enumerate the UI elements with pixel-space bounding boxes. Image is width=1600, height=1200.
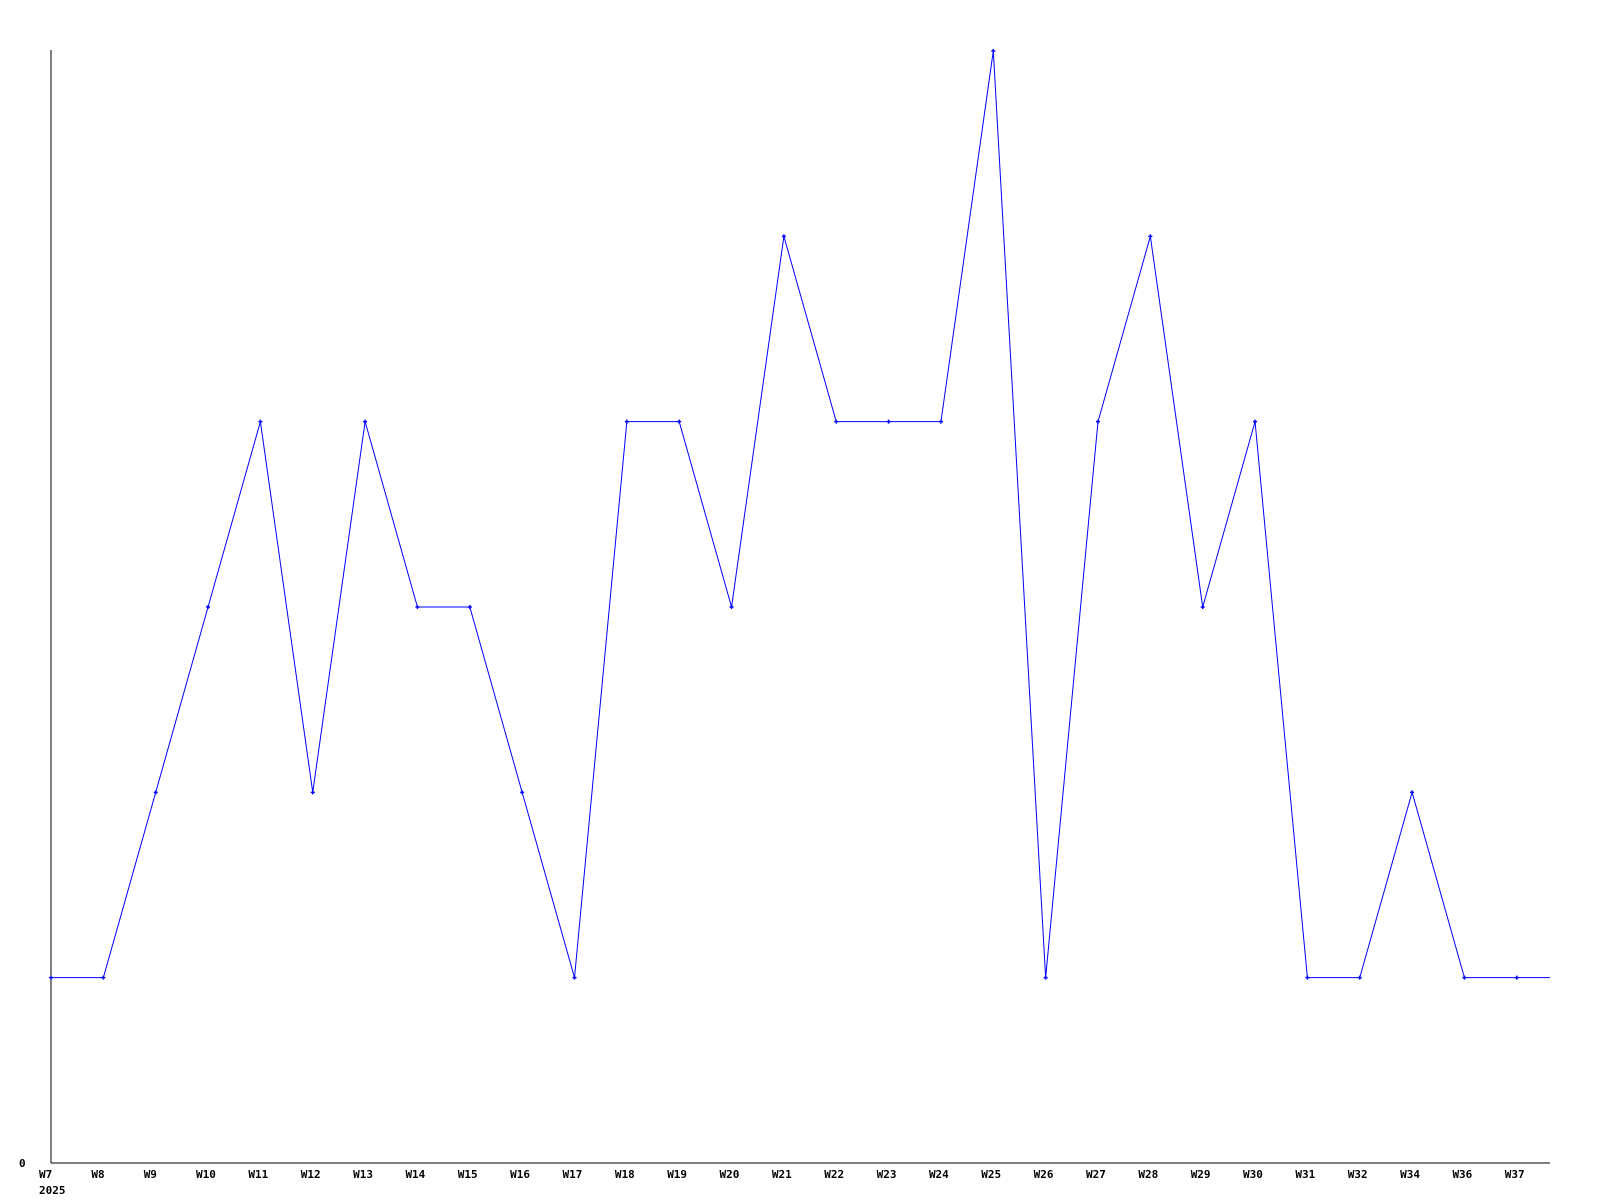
- x-tick-label-W8: W8: [91, 1168, 104, 1181]
- data-point-W18: [624, 419, 629, 424]
- data-point-W12: [310, 790, 315, 795]
- x-tick-label-W16: W16: [510, 1168, 530, 1181]
- x-tick-label-W28: W28: [1138, 1168, 1158, 1181]
- data-point-W20: [729, 605, 734, 609]
- data-point-W7: [49, 975, 53, 980]
- data-point-W8: [101, 975, 106, 980]
- data-point-W10: [206, 605, 211, 609]
- y-tick-label-0: 0: [19, 1157, 26, 1170]
- data-point-W16: [520, 790, 525, 795]
- data-point-W29: [1200, 605, 1205, 609]
- axes: [50, 50, 1550, 1164]
- x-tick-label-W12: W12: [301, 1168, 321, 1181]
- x-tick-label-W27: W27: [1086, 1168, 1106, 1181]
- x-tick-label-W37: W37: [1505, 1168, 1525, 1181]
- data-point-W32: [1357, 975, 1362, 980]
- data-point-W19: [677, 419, 682, 424]
- data-point-W24: [938, 419, 943, 424]
- data-point-W15: [467, 605, 472, 609]
- x-tick-label-W30: W30: [1243, 1168, 1263, 1181]
- x-tick-label-W31: W31: [1295, 1168, 1315, 1181]
- x-tick-label-W22: W22: [824, 1168, 844, 1181]
- series-line: [49, 49, 1550, 980]
- x-tick-label-W21: W21: [772, 1168, 792, 1181]
- data-point-W28: [1148, 234, 1153, 239]
- data-point-W11: [258, 419, 263, 424]
- data-point-W14: [415, 605, 420, 609]
- x-tick-label-W32: W32: [1348, 1168, 1368, 1181]
- x-tick-label-W34: W34: [1400, 1168, 1420, 1181]
- data-point-W27: [1096, 419, 1100, 424]
- x-tick-label-W11: W11: [248, 1168, 268, 1181]
- x-year-label: 2025: [39, 1184, 66, 1197]
- x-tick-label-W10: W10: [196, 1168, 216, 1181]
- data-point-W23: [886, 419, 891, 424]
- data-point-W9: [153, 790, 158, 795]
- data-point-W34: [1410, 790, 1415, 795]
- data-point-W21: [781, 234, 786, 239]
- x-tick-label-W26: W26: [1034, 1168, 1054, 1181]
- x-tick-label-W13: W13: [353, 1168, 373, 1181]
- x-tick-label-W9: W9: [144, 1168, 157, 1181]
- x-tick-label-W18: W18: [615, 1168, 635, 1181]
- x-tick-label-W24: W24: [929, 1168, 949, 1181]
- data-point-W36: [1462, 975, 1467, 980]
- data-point-W31: [1305, 975, 1310, 980]
- data-point-W25: [991, 49, 996, 53]
- data-point-W37: [1514, 975, 1519, 980]
- x-tick-label-W23: W23: [877, 1168, 897, 1181]
- x-tick-label-W7: W7: [39, 1168, 52, 1181]
- x-tick-labels: W7 W8 W9 W10 W11 W12 W13 W14 W15 W16 W17 W18 W19 W20 W…: [39, 1168, 1525, 1181]
- x-tick-label-W29: W29: [1191, 1168, 1211, 1181]
- series-polyline: [51, 50, 1550, 979]
- x-tick-label-W36: W36: [1452, 1168, 1472, 1181]
- x-tick-label-W25: W25: [981, 1168, 1001, 1181]
- x-tick-label-W17: W17: [563, 1168, 583, 1181]
- data-point-W22: [834, 419, 839, 424]
- x-tick-label-W20: W20: [720, 1168, 740, 1181]
- data-point-W30: [1253, 419, 1258, 424]
- x-tick-label-W19: W19: [667, 1168, 687, 1181]
- data-point-W26: [1043, 975, 1048, 980]
- data-point-W17: [572, 975, 577, 980]
- x-tick-label-W15: W15: [458, 1168, 478, 1181]
- x-tick-label-W14: W14: [405, 1168, 425, 1181]
- data-point-W13: [363, 419, 368, 424]
